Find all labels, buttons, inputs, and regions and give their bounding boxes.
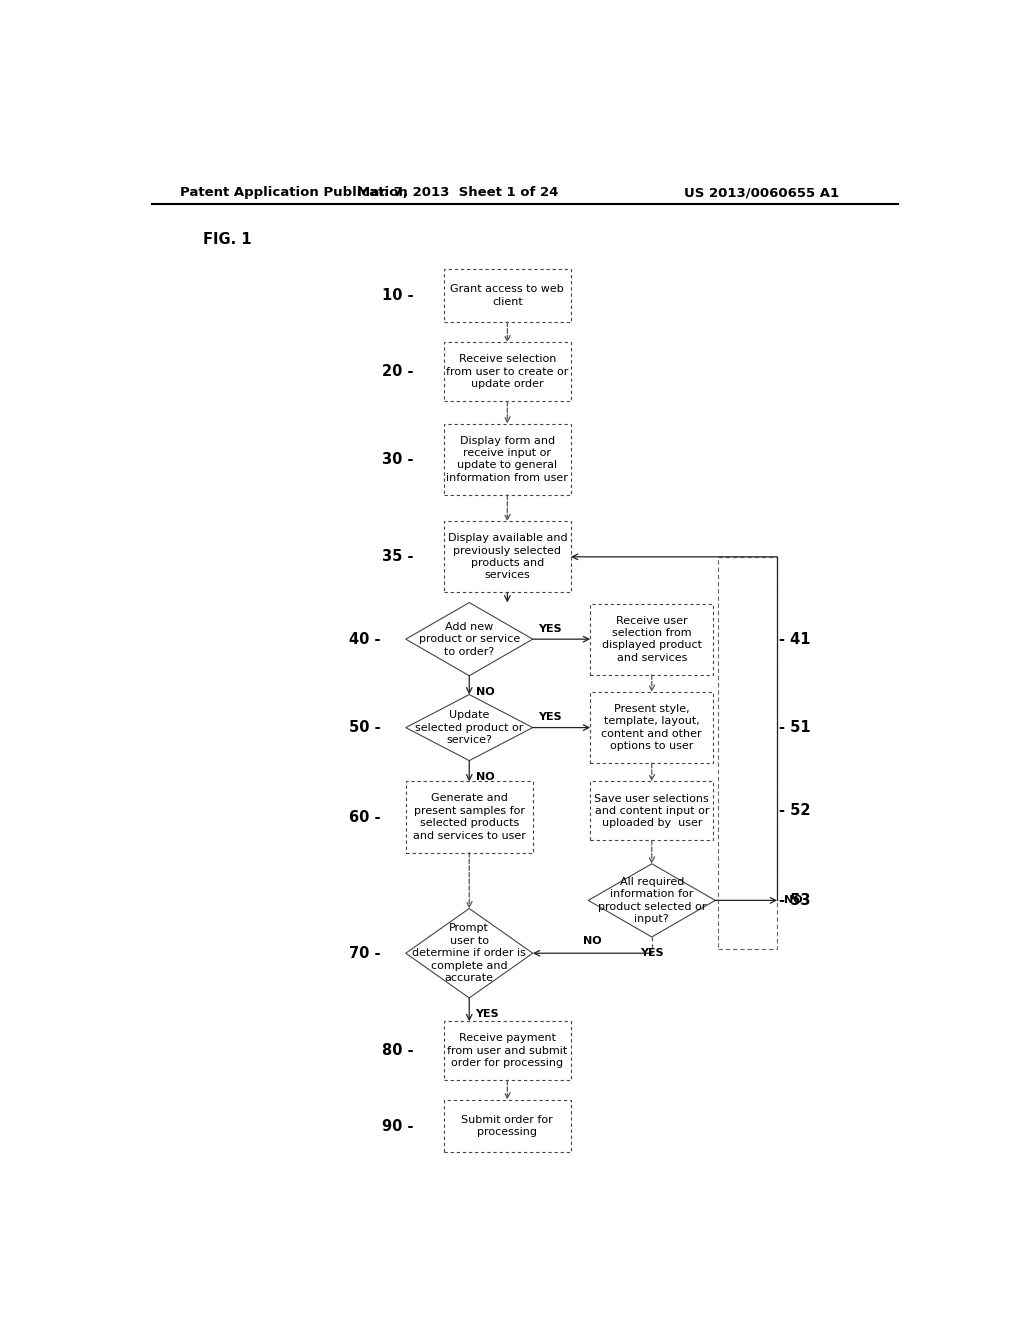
Text: US 2013/0060655 A1: US 2013/0060655 A1 [684, 186, 839, 199]
Text: Generate and
present samples for
selected products
and services to user: Generate and present samples for selecte… [413, 793, 525, 841]
Text: Display form and
receive input or
update to general
information from user: Display form and receive input or update… [446, 436, 568, 483]
FancyBboxPatch shape [443, 424, 570, 495]
Text: NO: NO [476, 686, 495, 697]
Text: 20 -: 20 - [382, 364, 414, 379]
Text: 70 -: 70 - [349, 945, 380, 961]
Text: NO: NO [783, 895, 802, 906]
Text: 50 -: 50 - [349, 721, 380, 735]
Polygon shape [406, 694, 532, 760]
Text: 80 -: 80 - [382, 1043, 414, 1059]
FancyBboxPatch shape [443, 1100, 570, 1152]
Text: YES: YES [475, 1010, 499, 1019]
FancyBboxPatch shape [590, 603, 714, 675]
Text: Submit order for
processing: Submit order for processing [462, 1115, 553, 1138]
Polygon shape [588, 863, 715, 937]
Text: 40 -: 40 - [349, 632, 380, 647]
FancyBboxPatch shape [590, 692, 714, 763]
Text: 35 -: 35 - [382, 549, 414, 565]
Text: YES: YES [640, 948, 664, 958]
FancyBboxPatch shape [443, 269, 570, 322]
Text: Patent Application Publication: Patent Application Publication [179, 186, 408, 199]
Polygon shape [406, 602, 532, 676]
FancyBboxPatch shape [443, 1022, 570, 1080]
Text: - 52: - 52 [779, 804, 810, 818]
Text: - 53: - 53 [779, 892, 810, 908]
Text: NO: NO [583, 936, 601, 946]
Text: - 41: - 41 [779, 632, 810, 647]
FancyBboxPatch shape [443, 521, 570, 593]
Text: Grant access to web
client: Grant access to web client [451, 284, 564, 306]
Text: YES: YES [539, 713, 562, 722]
Text: Receive user
selection from
displayed product
and services: Receive user selection from displayed pr… [602, 615, 701, 663]
Text: FIG. 1: FIG. 1 [204, 232, 252, 247]
Text: Mar. 7, 2013  Sheet 1 of 24: Mar. 7, 2013 Sheet 1 of 24 [356, 186, 558, 199]
FancyBboxPatch shape [590, 781, 714, 841]
Text: Prompt
user to
determine if order is
complete and
accurate: Prompt user to determine if order is com… [413, 924, 526, 983]
FancyBboxPatch shape [443, 342, 570, 401]
Text: - 51: - 51 [779, 721, 810, 735]
Text: 60 -: 60 - [349, 809, 380, 825]
Text: NO: NO [476, 772, 495, 781]
Text: 30 -: 30 - [382, 451, 414, 467]
Text: Display available and
previously selected
products and
services: Display available and previously selecte… [447, 533, 567, 581]
Text: Receive selection
from user to create or
update order: Receive selection from user to create or… [446, 355, 568, 389]
FancyBboxPatch shape [406, 781, 532, 853]
Polygon shape [406, 908, 532, 998]
Text: 10 -: 10 - [382, 288, 414, 304]
Text: Update
selected product or
service?: Update selected product or service? [415, 710, 523, 744]
Text: Add new
product or service
to order?: Add new product or service to order? [419, 622, 520, 656]
Text: All required
information for
product selected or
input?: All required information for product sel… [598, 876, 706, 924]
Text: Receive payment
from user and submit
order for processing: Receive payment from user and submit ord… [447, 1034, 567, 1068]
Text: 90 -: 90 - [382, 1118, 414, 1134]
Text: Save user selections
and content input or
uploaded by  user: Save user selections and content input o… [594, 793, 710, 829]
Text: YES: YES [539, 624, 562, 634]
Text: Present style,
template, layout,
content and other
options to user: Present style, template, layout, content… [601, 704, 702, 751]
